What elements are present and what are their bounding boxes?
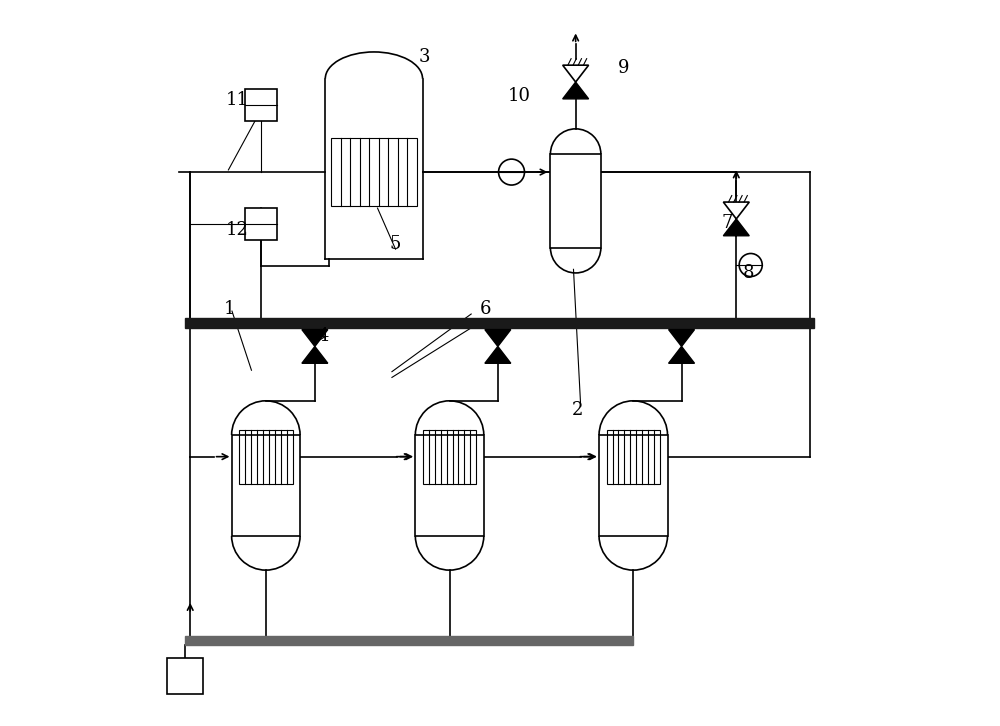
Polygon shape [669,346,695,363]
Text: 3: 3 [419,48,430,66]
Bar [232,435,300,536]
Bar [239,430,293,484]
Polygon shape [485,346,511,363]
Bar [607,430,660,484]
Polygon shape [669,330,695,346]
Bar [245,208,277,240]
Bar [599,435,668,536]
Text: 10: 10 [508,87,531,105]
Bar [245,89,277,121]
Polygon shape [723,219,749,236]
Polygon shape [485,330,511,346]
Bar [550,154,601,248]
Text: 6: 6 [480,300,491,318]
Text: 4: 4 [318,327,329,345]
Polygon shape [723,202,749,219]
Polygon shape [563,65,589,82]
Polygon shape [302,346,328,363]
Bar [167,658,203,694]
Text: 2: 2 [572,401,583,419]
Text: 8: 8 [743,264,754,282]
Text: 5: 5 [390,235,401,253]
Bar [185,636,633,645]
Text: 9: 9 [618,59,630,77]
Text: 11: 11 [226,91,249,109]
Bar [415,435,484,536]
Bar [185,318,814,328]
Text: 7: 7 [721,213,733,232]
Bar [423,430,476,484]
Text: 1: 1 [224,300,236,318]
Bar [331,138,417,206]
Text: 12: 12 [226,221,248,239]
Polygon shape [302,330,328,346]
Polygon shape [563,82,589,99]
